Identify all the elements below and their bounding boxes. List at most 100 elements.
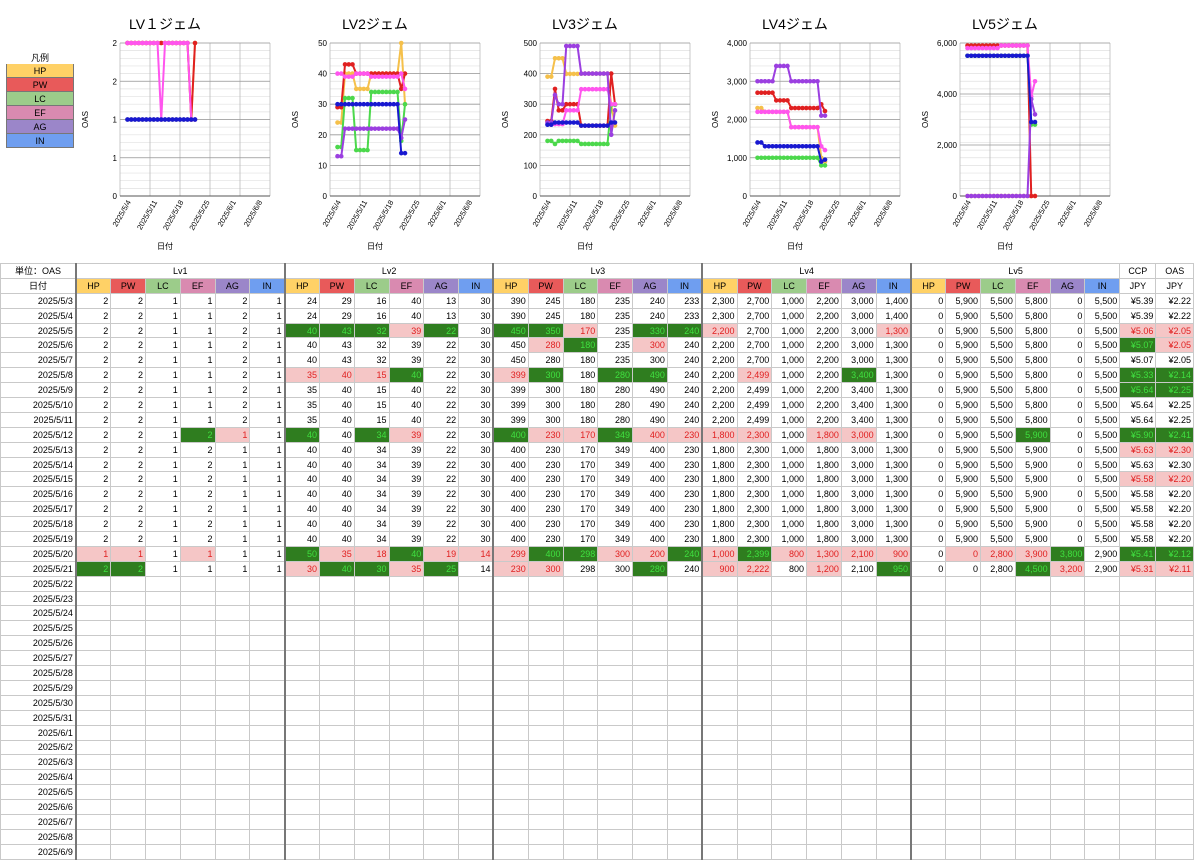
value-cell: 950 bbox=[875, 560, 912, 577]
value-cell: 400 bbox=[632, 456, 668, 473]
empty-cell bbox=[806, 843, 842, 860]
data-point bbox=[788, 155, 794, 161]
data-point bbox=[185, 40, 190, 46]
value-cell: 2 bbox=[214, 337, 251, 354]
empty-cell bbox=[179, 769, 216, 786]
data-point bbox=[773, 63, 779, 69]
data-point bbox=[1006, 193, 1012, 199]
group-header: Lv5 bbox=[909, 263, 1121, 279]
value-cell: 3,400 bbox=[840, 367, 877, 384]
value-cell: 5,500 bbox=[1084, 337, 1121, 354]
value-cell: 5,900 bbox=[945, 441, 982, 458]
value-cell: 5,500 bbox=[1084, 411, 1121, 428]
data-point bbox=[976, 193, 982, 199]
data-point bbox=[151, 40, 157, 46]
value-cell: 1 bbox=[249, 441, 286, 458]
value-cell: 1,300 bbox=[875, 337, 912, 354]
value-cell: 1 bbox=[214, 471, 251, 488]
date-cell: 2025/5/15 bbox=[0, 471, 77, 488]
empty-cell bbox=[492, 679, 529, 696]
value-cell: 5,500 bbox=[1084, 367, 1121, 384]
data-point bbox=[807, 78, 813, 84]
value-cell: 43 bbox=[318, 322, 355, 339]
value-cell: 1 bbox=[249, 456, 286, 473]
value-cell: 2 bbox=[74, 560, 112, 577]
attr-header: EF bbox=[388, 277, 425, 294]
value-cell: 2 bbox=[110, 426, 146, 443]
data-point bbox=[777, 109, 783, 115]
empty-cell bbox=[388, 694, 425, 711]
data-point bbox=[346, 62, 352, 67]
empty-cell bbox=[388, 843, 425, 860]
value-cell: 22 bbox=[423, 382, 460, 399]
date-cell: 2025/5/3 bbox=[0, 292, 77, 309]
data-point bbox=[361, 126, 367, 131]
date-cell: 2025/6/5 bbox=[0, 784, 77, 801]
value-cell: 5,500 bbox=[980, 411, 1016, 428]
empty-cell bbox=[1119, 575, 1157, 592]
value-cell: 5,500 bbox=[980, 322, 1016, 339]
value-cell: 5,900 bbox=[1014, 471, 1051, 488]
data-point bbox=[803, 155, 809, 161]
empty-cell bbox=[736, 694, 773, 711]
value-cell: 1 bbox=[249, 382, 286, 399]
empty-cell bbox=[597, 739, 634, 756]
date-cell: 2025/6/9 bbox=[0, 843, 77, 860]
value-cell: 300 bbox=[597, 545, 634, 562]
empty-cell bbox=[597, 694, 634, 711]
empty-cell bbox=[909, 739, 947, 756]
data-point bbox=[755, 90, 760, 96]
value-cell: 2 bbox=[74, 367, 112, 384]
data-point bbox=[781, 155, 787, 161]
value-cell: 2 bbox=[110, 307, 146, 324]
value-cell: 40 bbox=[283, 456, 320, 473]
empty-cell bbox=[423, 590, 460, 607]
data-point bbox=[788, 124, 794, 130]
data-point bbox=[560, 56, 565, 61]
value-cell: 22 bbox=[423, 426, 460, 443]
attr-header: EF bbox=[1014, 277, 1051, 294]
empty-cell bbox=[806, 605, 842, 622]
empty-cell bbox=[597, 590, 634, 607]
value-cell: 1 bbox=[144, 516, 181, 533]
empty-cell bbox=[806, 694, 842, 711]
data-point bbox=[575, 138, 580, 144]
empty-cell bbox=[249, 784, 286, 801]
value-cell: 1 bbox=[74, 545, 112, 562]
empty-cell bbox=[144, 605, 181, 622]
empty-cell bbox=[144, 843, 181, 860]
value-cell: 170 bbox=[562, 322, 599, 339]
data-point bbox=[353, 126, 359, 131]
empty-cell bbox=[144, 739, 181, 756]
value-cell: 2,700 bbox=[736, 307, 773, 324]
data-point bbox=[545, 138, 550, 144]
empty-cell bbox=[179, 724, 216, 741]
empty-cell bbox=[1155, 620, 1194, 637]
value-cell: 400 bbox=[492, 426, 529, 443]
empty-cell bbox=[980, 665, 1016, 681]
x-axis-label: 日付 bbox=[787, 241, 803, 251]
empty-cell bbox=[632, 843, 668, 860]
value-cell: 32 bbox=[353, 337, 390, 354]
value-cell: 40 bbox=[388, 367, 425, 384]
value-cell: 40 bbox=[318, 471, 355, 488]
empty-cell bbox=[283, 635, 320, 652]
empty-cell bbox=[214, 739, 251, 756]
value-cell: 30 bbox=[458, 397, 494, 413]
value-cell: 15 bbox=[353, 411, 390, 428]
empty-cell bbox=[909, 709, 947, 726]
empty-cell bbox=[909, 828, 947, 845]
value-cell: 22 bbox=[423, 516, 460, 533]
empty-cell bbox=[74, 694, 112, 711]
data-point bbox=[185, 117, 190, 122]
value-cell: 30 bbox=[458, 486, 494, 503]
empty-cell bbox=[1119, 769, 1157, 786]
empty-cell bbox=[701, 739, 738, 756]
data-point bbox=[601, 71, 607, 76]
ytick-label: 0 bbox=[953, 192, 958, 201]
empty-cell bbox=[701, 769, 738, 786]
value-cell: ¥5.63 bbox=[1119, 441, 1157, 458]
ytick-label: 0 bbox=[533, 192, 538, 201]
value-cell: 2 bbox=[74, 426, 112, 443]
